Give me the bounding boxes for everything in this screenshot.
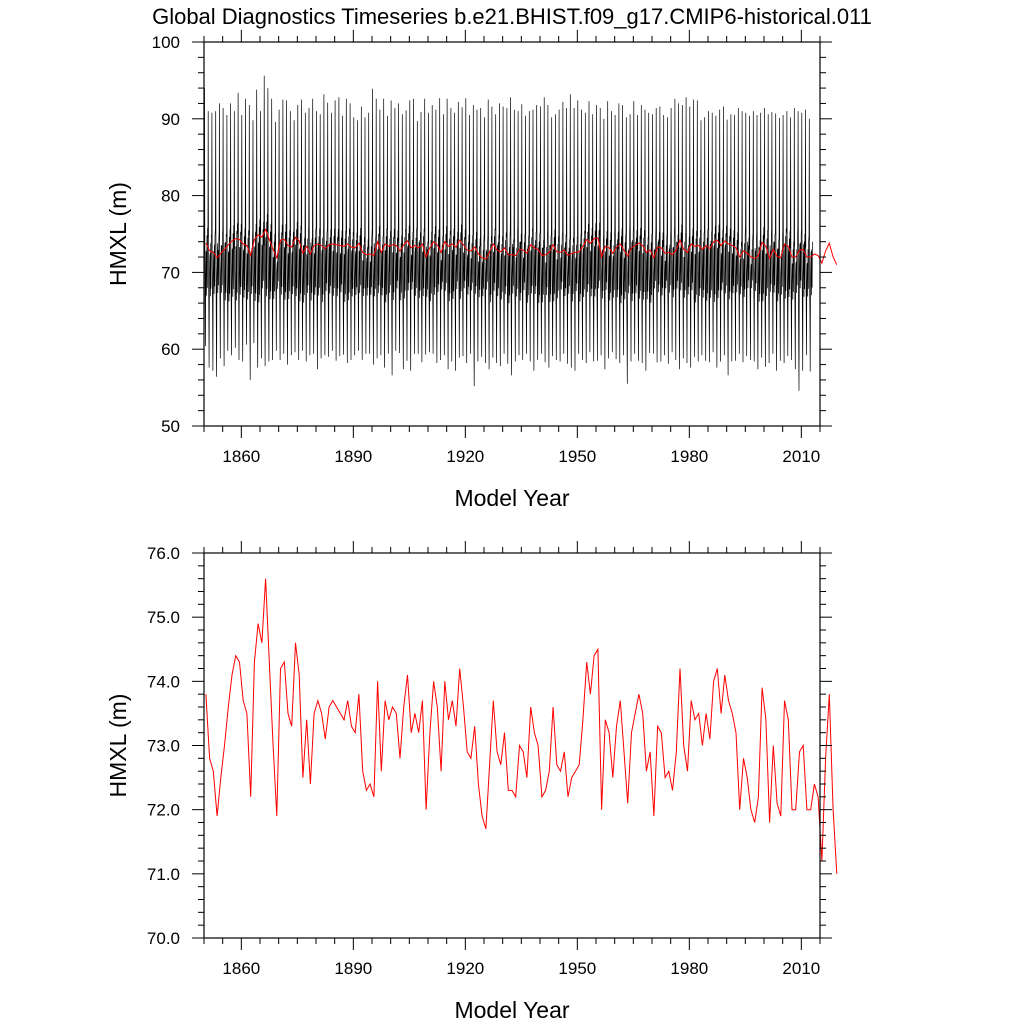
x-tick-label: 1890 bbox=[334, 447, 372, 466]
x-tick-label: 1950 bbox=[558, 447, 596, 466]
plot-area bbox=[203, 75, 838, 391]
x-tick-label: 2010 bbox=[782, 959, 820, 978]
x-tick-label: 1980 bbox=[670, 447, 708, 466]
annual-mean-series-line bbox=[205, 228, 838, 265]
y-axis-label: HMXL (m) bbox=[105, 694, 131, 798]
x-axis-label: Model Year bbox=[454, 997, 569, 1023]
axis-ticks: 1860 1890 1920 1950 1980 2010 50 60 70 80 90 100 bbox=[152, 30, 832, 466]
y-tick-label: 72.0 bbox=[147, 801, 180, 820]
y-tick-label: 75.0 bbox=[147, 608, 180, 627]
y-axis-label: HMXL (m) bbox=[105, 182, 131, 286]
y-tick-label: 70 bbox=[161, 263, 180, 282]
y-tick-label: 74.0 bbox=[147, 672, 180, 691]
annual-mean-series-line bbox=[205, 578, 838, 874]
y-tick-label: 73.0 bbox=[147, 737, 180, 756]
y-tick-label: 90 bbox=[161, 110, 180, 129]
x-tick-label: 1950 bbox=[558, 959, 596, 978]
axis-ticks: 1860 1890 1920 1950 1980 2010 70.0 71.0 72.0 73.0… bbox=[147, 541, 832, 978]
plot-frame bbox=[203, 41, 821, 427]
y-tick-label: 100 bbox=[152, 33, 180, 52]
x-tick-label: 1890 bbox=[334, 959, 372, 978]
y-tick-label: 70.0 bbox=[147, 929, 180, 948]
figure-title: Global Diagnostics Timeseries b.e21.BHIS… bbox=[152, 4, 872, 29]
x-tick-label: 1860 bbox=[222, 447, 260, 466]
y-tick-label: 71.0 bbox=[147, 865, 180, 884]
annual-hmxl-panel: 1860 1890 1920 1950 1980 2010 70.0 71.0 72.0 73.0… bbox=[105, 541, 838, 1023]
monthly-hmxl-panel: 1860 1890 1920 1950 1980 2010 50 60 70 80 90 100 Mo… bbox=[105, 30, 838, 511]
monthly-series-line bbox=[203, 75, 813, 391]
y-tick-label: 80 bbox=[161, 187, 180, 206]
y-tick-label: 50 bbox=[161, 417, 180, 436]
plot-frame bbox=[203, 552, 821, 939]
plot-area bbox=[205, 578, 838, 874]
x-tick-label: 2010 bbox=[782, 447, 820, 466]
x-tick-label: 1920 bbox=[446, 959, 484, 978]
x-tick-label: 1980 bbox=[670, 959, 708, 978]
x-tick-label: 1860 bbox=[222, 959, 260, 978]
y-tick-label: 60 bbox=[161, 340, 180, 359]
x-tick-label: 1920 bbox=[446, 447, 484, 466]
y-tick-label: 76.0 bbox=[147, 544, 180, 563]
x-axis-label: Model Year bbox=[454, 485, 569, 511]
